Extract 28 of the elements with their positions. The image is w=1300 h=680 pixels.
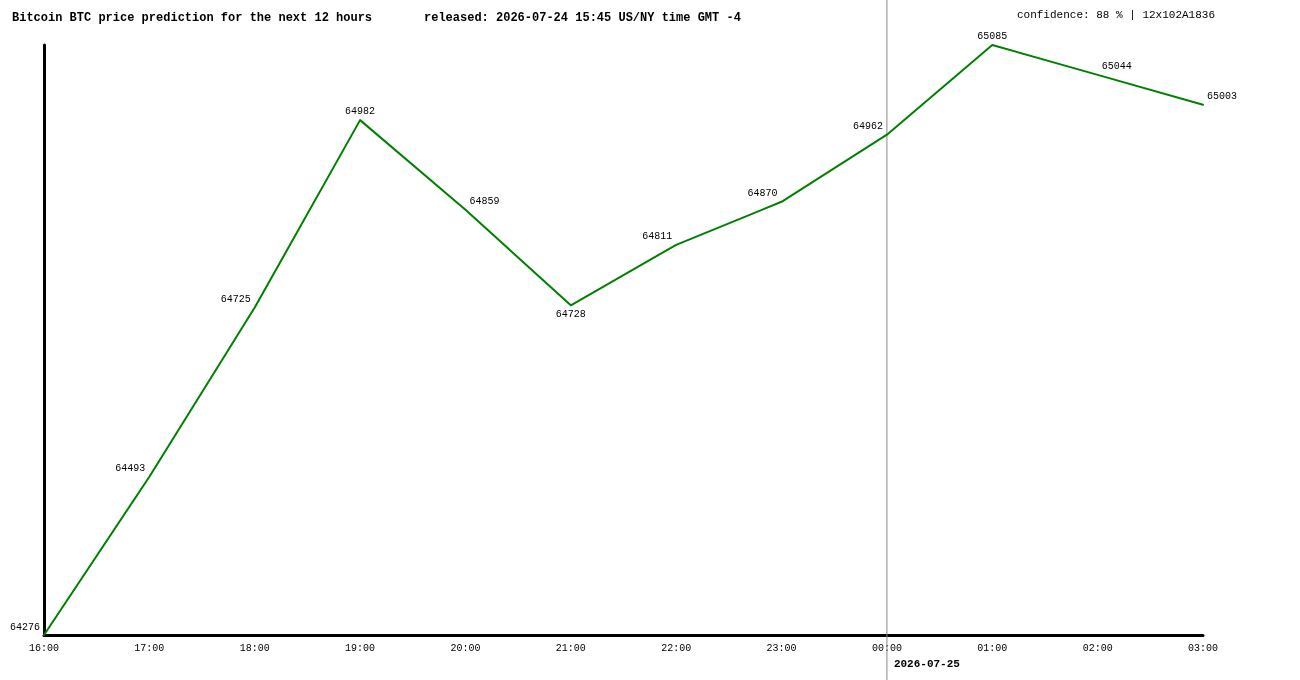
data-label: 65044 <box>1101 61 1132 73</box>
data-label: 64811 <box>642 231 673 243</box>
x-tick-label: 19:00 <box>345 642 376 654</box>
text: confidence: 88 % | 12x102A1836 <box>1016 8 1216 21</box>
x-tick-label: 21:00 <box>555 642 586 654</box>
data-label: 65085 <box>977 30 1008 42</box>
x-tick-label: 01:00 <box>977 642 1008 654</box>
x-tick-label: 03:00 <box>1187 642 1219 654</box>
chart-title: Bitcoin BTC price prediction for the next 12 hours <box>12 11 373 25</box>
x-tick-label: 02:00 <box>1082 642 1113 654</box>
x-tick-label: 16:00 <box>28 642 60 654</box>
data-label: 64859 <box>469 196 500 208</box>
x-tick-label: 22:00 <box>661 642 692 654</box>
data-label: 64962 <box>852 121 883 133</box>
data-label: 64728 <box>555 308 586 320</box>
x-tick-label: 23:00 <box>766 642 797 654</box>
data-label: 65003 <box>1207 91 1238 103</box>
chart-subtitle: released: 2026-07-24 15:45 US/NY time GMT -4 <box>424 11 741 25</box>
x-tick-label: 20:00 <box>450 642 481 654</box>
x-tick-label: 18:00 <box>239 642 270 654</box>
x-tick-label: 17:00 <box>134 642 165 654</box>
data-label: 64982 <box>345 105 376 117</box>
data-label: 64870 <box>747 188 778 200</box>
data-label: 64725 <box>220 294 251 306</box>
data-label: 64493 <box>115 463 146 475</box>
ref-line-label: 2026-07-25 <box>893 657 961 670</box>
data-label: 64276 <box>9 621 40 633</box>
x-tick-label: 00:00 <box>871 642 902 654</box>
